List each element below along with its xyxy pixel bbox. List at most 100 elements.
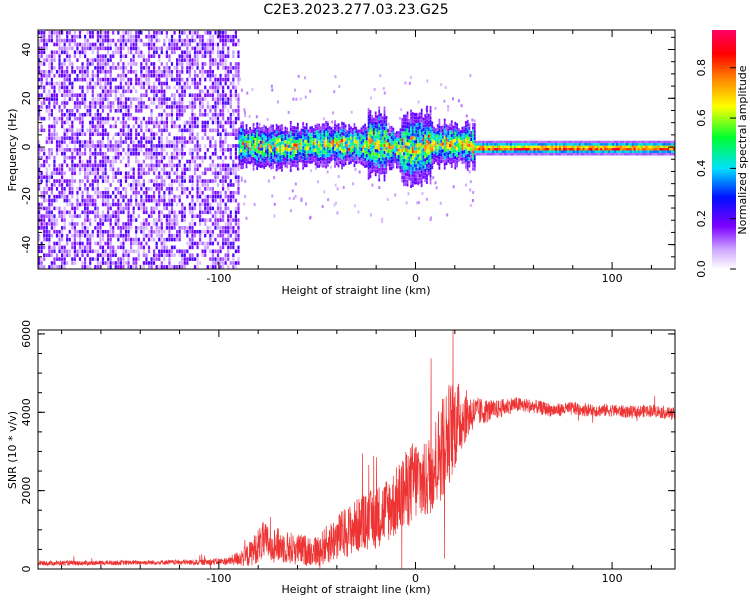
heatmap-cell bbox=[73, 144, 76, 148]
heatmap-cell bbox=[96, 116, 99, 121]
heatmap-cell bbox=[288, 131, 290, 135]
heatmap-cell bbox=[81, 233, 84, 238]
heatmap-cell bbox=[321, 161, 324, 165]
heatmap-cell bbox=[89, 257, 92, 261]
heatmap-cell bbox=[78, 132, 82, 137]
heatmap-cell bbox=[165, 112, 168, 117]
heatmap-cell bbox=[160, 97, 163, 101]
heatmap-cell bbox=[341, 128, 343, 132]
heatmap-cell bbox=[71, 34, 74, 39]
heatmap-cell bbox=[165, 171, 168, 176]
heatmap-cell bbox=[181, 77, 184, 82]
heatmap-cell bbox=[193, 167, 197, 172]
heatmap-cell bbox=[96, 77, 99, 82]
heatmap-cell bbox=[383, 109, 386, 114]
heatmap-cell bbox=[443, 135, 446, 139]
heatmap-cell bbox=[426, 163, 428, 167]
heatmap-cell bbox=[78, 229, 82, 234]
heatmap-cell bbox=[357, 133, 359, 137]
heatmap-cell bbox=[38, 66, 41, 70]
heatmap-cell bbox=[250, 143, 253, 147]
heatmap-cell bbox=[163, 183, 166, 187]
heatmap-cell bbox=[53, 58, 56, 62]
heatmap-cell bbox=[383, 123, 386, 127]
heatmap-cell bbox=[341, 121, 343, 125]
heatmap-cell bbox=[338, 84, 341, 88]
heatmap-cell bbox=[383, 174, 386, 179]
heatmap-cell bbox=[122, 124, 125, 129]
heatmap-cell bbox=[165, 144, 168, 148]
heatmap-cell bbox=[377, 142, 380, 146]
heatmap-cell bbox=[383, 161, 386, 165]
heatmap-cell bbox=[411, 183, 414, 188]
heatmap-cell bbox=[309, 126, 312, 130]
heatmap-cell bbox=[186, 38, 189, 43]
heatmap-cell bbox=[55, 30, 59, 35]
heatmap-cell bbox=[45, 179, 48, 183]
heatmap-cell bbox=[89, 144, 92, 148]
heatmap-cell bbox=[140, 226, 143, 230]
heatmap-cell bbox=[71, 183, 74, 187]
heatmap-cell bbox=[150, 34, 153, 39]
heatmap-cell bbox=[237, 206, 240, 211]
heatmap-cell bbox=[411, 173, 414, 177]
heatmap-cell bbox=[99, 93, 102, 98]
heatmap-cell bbox=[305, 136, 308, 140]
heatmap-cell bbox=[181, 206, 184, 211]
heatmap-cell bbox=[86, 62, 89, 66]
heatmap-cell bbox=[196, 73, 199, 78]
heatmap-cell bbox=[188, 245, 191, 250]
heatmap-cell bbox=[422, 141, 425, 145]
heatmap-cell bbox=[413, 157, 416, 161]
heatmap-cell bbox=[40, 163, 43, 168]
heatmap-cell bbox=[104, 128, 107, 133]
heatmap-cell bbox=[327, 156, 329, 161]
heatmap-cell bbox=[124, 233, 128, 238]
heatmap-cell bbox=[209, 136, 212, 140]
heatmap-cell bbox=[150, 69, 153, 74]
heatmap-cell bbox=[355, 140, 358, 144]
heatmap-cell bbox=[426, 177, 428, 181]
heatmap-cell bbox=[119, 38, 122, 43]
heatmap-cell bbox=[48, 30, 51, 35]
heatmap-cell bbox=[145, 163, 148, 168]
heatmap-cell bbox=[86, 233, 89, 238]
heatmap-cell bbox=[107, 140, 110, 144]
heatmap-cell bbox=[304, 76, 307, 80]
heatmap-cell bbox=[68, 128, 71, 133]
heatmap-cell bbox=[371, 135, 374, 139]
heatmap-cell bbox=[293, 129, 296, 133]
heatmap-cell bbox=[178, 198, 181, 203]
heatmap-cell bbox=[410, 147, 412, 151]
heatmap-cell bbox=[259, 144, 262, 148]
heatmap-cell bbox=[404, 135, 407, 139]
heatmap-cell bbox=[365, 130, 368, 134]
heatmap-cell bbox=[381, 164, 384, 168]
heatmap-cell bbox=[275, 168, 278, 172]
heatmap-cell bbox=[61, 140, 64, 144]
heatmap-cell bbox=[311, 160, 313, 164]
heatmap-cell bbox=[112, 226, 115, 230]
heatmap-cell bbox=[135, 34, 138, 39]
heatmap-cell bbox=[43, 257, 46, 261]
heatmap-cell bbox=[237, 50, 240, 55]
heatmap-cell bbox=[50, 140, 53, 144]
heatmap-cell bbox=[122, 116, 125, 121]
heatmap-cell bbox=[328, 146, 331, 150]
heatmap-cell bbox=[122, 93, 125, 98]
heatmap-cell bbox=[101, 233, 105, 238]
heatmap-cell bbox=[91, 34, 94, 39]
heatmap-cell bbox=[385, 143, 388, 147]
heatmap-cell bbox=[109, 116, 112, 121]
heatmap-cell bbox=[168, 112, 171, 117]
heatmap-cell bbox=[429, 119, 432, 123]
heatmap-cell bbox=[117, 218, 120, 222]
heatmap-cell bbox=[153, 85, 156, 90]
heatmap-cell bbox=[204, 229, 207, 234]
heatmap-cell bbox=[96, 101, 99, 105]
heatmap-cell bbox=[385, 156, 388, 161]
heatmap-cell bbox=[355, 143, 358, 148]
heatmap-cell bbox=[89, 241, 92, 246]
heatmap-cell bbox=[397, 131, 400, 135]
heatmap-cell bbox=[381, 150, 384, 154]
